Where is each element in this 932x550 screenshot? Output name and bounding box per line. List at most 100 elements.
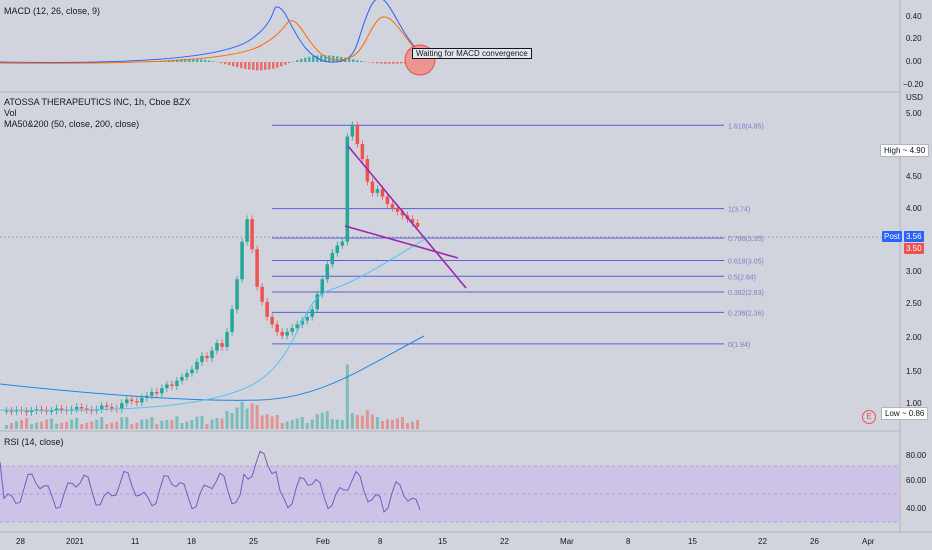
time-axis-label: 15 bbox=[438, 537, 447, 546]
volume-bar bbox=[135, 422, 139, 429]
trendline-resistance bbox=[347, 145, 467, 289]
volume-bar bbox=[305, 423, 309, 429]
time-axis-label: 8 bbox=[378, 537, 383, 546]
macd-histogram-bar bbox=[268, 62, 271, 70]
candle bbox=[110, 406, 114, 409]
candle bbox=[380, 189, 385, 197]
price-axis-2: 4.00 bbox=[906, 204, 922, 213]
candle bbox=[225, 331, 229, 347]
candle bbox=[325, 264, 330, 280]
time-axis-label: 18 bbox=[187, 537, 196, 546]
time-axis-label: 8 bbox=[626, 537, 631, 546]
macd-histogram-bar bbox=[180, 59, 183, 62]
candle bbox=[120, 403, 124, 410]
volume-bar bbox=[350, 413, 354, 429]
macd-histogram-bar bbox=[312, 56, 315, 62]
price-axis-4: 3.00 bbox=[906, 267, 922, 276]
candle bbox=[415, 222, 420, 227]
time-axis-label: 15 bbox=[688, 537, 697, 546]
candle bbox=[410, 219, 415, 223]
candle bbox=[205, 355, 209, 359]
candle bbox=[185, 373, 189, 377]
volume-bar bbox=[130, 424, 134, 429]
volume-bar bbox=[390, 420, 394, 429]
candle bbox=[340, 241, 345, 246]
time-axis-label: 11 bbox=[131, 537, 140, 546]
volume-bar bbox=[170, 419, 174, 429]
candle bbox=[305, 316, 309, 321]
rsi-axis-1: 60.00 bbox=[906, 476, 927, 485]
macd-histogram-bar bbox=[316, 55, 319, 62]
macd-histogram-bar bbox=[396, 62, 399, 64]
candle bbox=[255, 249, 259, 287]
macd-histogram-bar bbox=[308, 56, 311, 62]
volume-bar bbox=[90, 421, 94, 429]
volume-bar bbox=[85, 422, 89, 429]
candle bbox=[265, 301, 269, 317]
macd-histogram-bar bbox=[376, 62, 379, 64]
macd-axis-1: 0.20 bbox=[906, 34, 922, 43]
candle bbox=[290, 328, 294, 332]
volume-bar bbox=[380, 421, 384, 429]
time-axis-label: 26 bbox=[810, 537, 819, 546]
time-axis-label: 2021 bbox=[66, 537, 84, 546]
macd-histogram-bar bbox=[352, 59, 355, 62]
candle bbox=[210, 350, 214, 359]
volume-bar bbox=[80, 424, 84, 429]
volume-bar bbox=[75, 417, 79, 429]
candle bbox=[130, 399, 134, 401]
volume-bar bbox=[5, 425, 9, 429]
volume-bar bbox=[255, 405, 259, 429]
time-axis-label: 28 bbox=[16, 537, 25, 546]
fib-label: 0.618(3.05) bbox=[728, 258, 764, 265]
fib-label: 0.236(2.36) bbox=[728, 310, 764, 317]
volume-bar bbox=[160, 420, 164, 429]
post-tag: Post bbox=[882, 231, 903, 242]
macd-annotation[interactable]: Waiting for MACD convergence bbox=[412, 48, 532, 59]
candle bbox=[49, 410, 54, 412]
earnings-icon[interactable]: E bbox=[862, 410, 876, 424]
macd-histogram-bar bbox=[392, 62, 395, 64]
volume-bar bbox=[175, 416, 179, 429]
candle bbox=[29, 410, 34, 413]
candle bbox=[39, 409, 44, 411]
volume-bar bbox=[215, 418, 219, 429]
candle bbox=[160, 388, 164, 394]
macd-axis-3: −0.20 bbox=[903, 80, 924, 89]
trendline-support bbox=[344, 225, 459, 259]
macd-histogram-bar bbox=[260, 62, 263, 71]
volume-bar bbox=[100, 417, 104, 429]
macd-histogram-bar bbox=[320, 55, 323, 62]
macd-histogram-bar bbox=[284, 62, 287, 65]
volume-bar bbox=[125, 417, 129, 429]
macd-histogram-bar bbox=[208, 60, 211, 62]
volume-bar bbox=[290, 420, 294, 429]
candle bbox=[235, 279, 239, 310]
fib-label: 1.618(4.85) bbox=[728, 123, 764, 130]
time-axis-label: Apr bbox=[862, 537, 875, 546]
volume-bar bbox=[310, 419, 314, 429]
candle bbox=[360, 144, 365, 160]
macd-histogram-bar bbox=[336, 56, 339, 62]
volume-bar bbox=[35, 422, 39, 429]
volume-bar bbox=[40, 421, 44, 429]
volume-bar bbox=[115, 421, 119, 429]
volume-bar bbox=[415, 420, 419, 429]
macd-title: MACD (12, 26, close, 9) bbox=[4, 6, 101, 16]
candle bbox=[215, 343, 219, 351]
macd-axis-0: 0.40 bbox=[906, 12, 922, 21]
time-axis-label: Mar bbox=[560, 537, 574, 546]
volume-bar bbox=[205, 423, 209, 429]
candle bbox=[175, 380, 179, 386]
volume-bar bbox=[70, 419, 74, 429]
candle bbox=[9, 410, 14, 412]
macd-histogram-bar bbox=[236, 62, 239, 68]
high-tag: High ~ 4.90 bbox=[880, 144, 930, 157]
volume-bar bbox=[285, 421, 289, 429]
macd-histogram-bar bbox=[380, 62, 383, 64]
volume-bar bbox=[320, 412, 324, 429]
price-axis-0: 5.00 bbox=[906, 109, 922, 118]
volume-bar bbox=[345, 364, 349, 429]
candle bbox=[135, 400, 139, 403]
